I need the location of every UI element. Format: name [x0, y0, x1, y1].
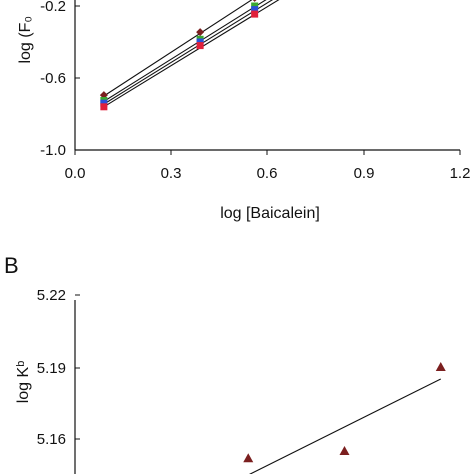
- panel-b-y-tick-label: 5.16: [37, 431, 66, 448]
- panel-b-plot-area: [243, 362, 446, 474]
- data-point: [100, 99, 108, 107]
- panel-a-y-tick-label: -1.0: [40, 142, 66, 159]
- panel-a-x-tick-label: 0.6: [257, 165, 278, 182]
- panel-b-y-tick-label: 5.19: [37, 360, 66, 377]
- panel-a: log (F₀ -0.2 -0.6 -1.0 0.0 0.3 0.6 0.9 1…: [17, 0, 470, 222]
- panel-a-y-tick-label: -0.6: [40, 70, 66, 87]
- fit-line: [103, 0, 280, 108]
- data-point: [251, 6, 259, 14]
- data-point: [251, 10, 259, 18]
- data-point: [252, 0, 257, 2]
- fit-line: [103, 0, 274, 105]
- panel-a-x-tick-label: 1.2: [450, 165, 471, 182]
- panel-a-plot-area: [99, 0, 280, 111]
- fit-line: [103, 0, 253, 97]
- data-point: [243, 453, 254, 463]
- panel-a-ylabel: log (F₀: [17, 16, 34, 64]
- data-point: [100, 103, 108, 111]
- panel-b-ylabel: log Kᵇ: [15, 361, 32, 404]
- data-point: [196, 28, 205, 37]
- panel-a-y-tick-label: -0.2: [40, 0, 66, 15]
- data-point: [251, 2, 259, 10]
- panel-a-x-tick-label: 0.3: [161, 165, 182, 182]
- panel-a-x-tick-label: 0.9: [354, 165, 375, 182]
- data-point: [339, 446, 350, 455]
- data-point: [196, 38, 204, 46]
- data-point: [435, 362, 446, 371]
- fit-line: [249, 378, 441, 474]
- fit-line: [103, 0, 267, 102]
- panel-b-label: B: [4, 253, 19, 278]
- panel-b-y-tick-label: 5.22: [37, 287, 66, 304]
- panel-a-xlabel: log [Baicalein]: [220, 205, 320, 222]
- panel-a-x-tick-label: 0.0: [65, 165, 86, 182]
- data-point: [196, 42, 204, 50]
- panel-b: B log Kᵇ 5.22 5.19 5.16: [4, 253, 446, 474]
